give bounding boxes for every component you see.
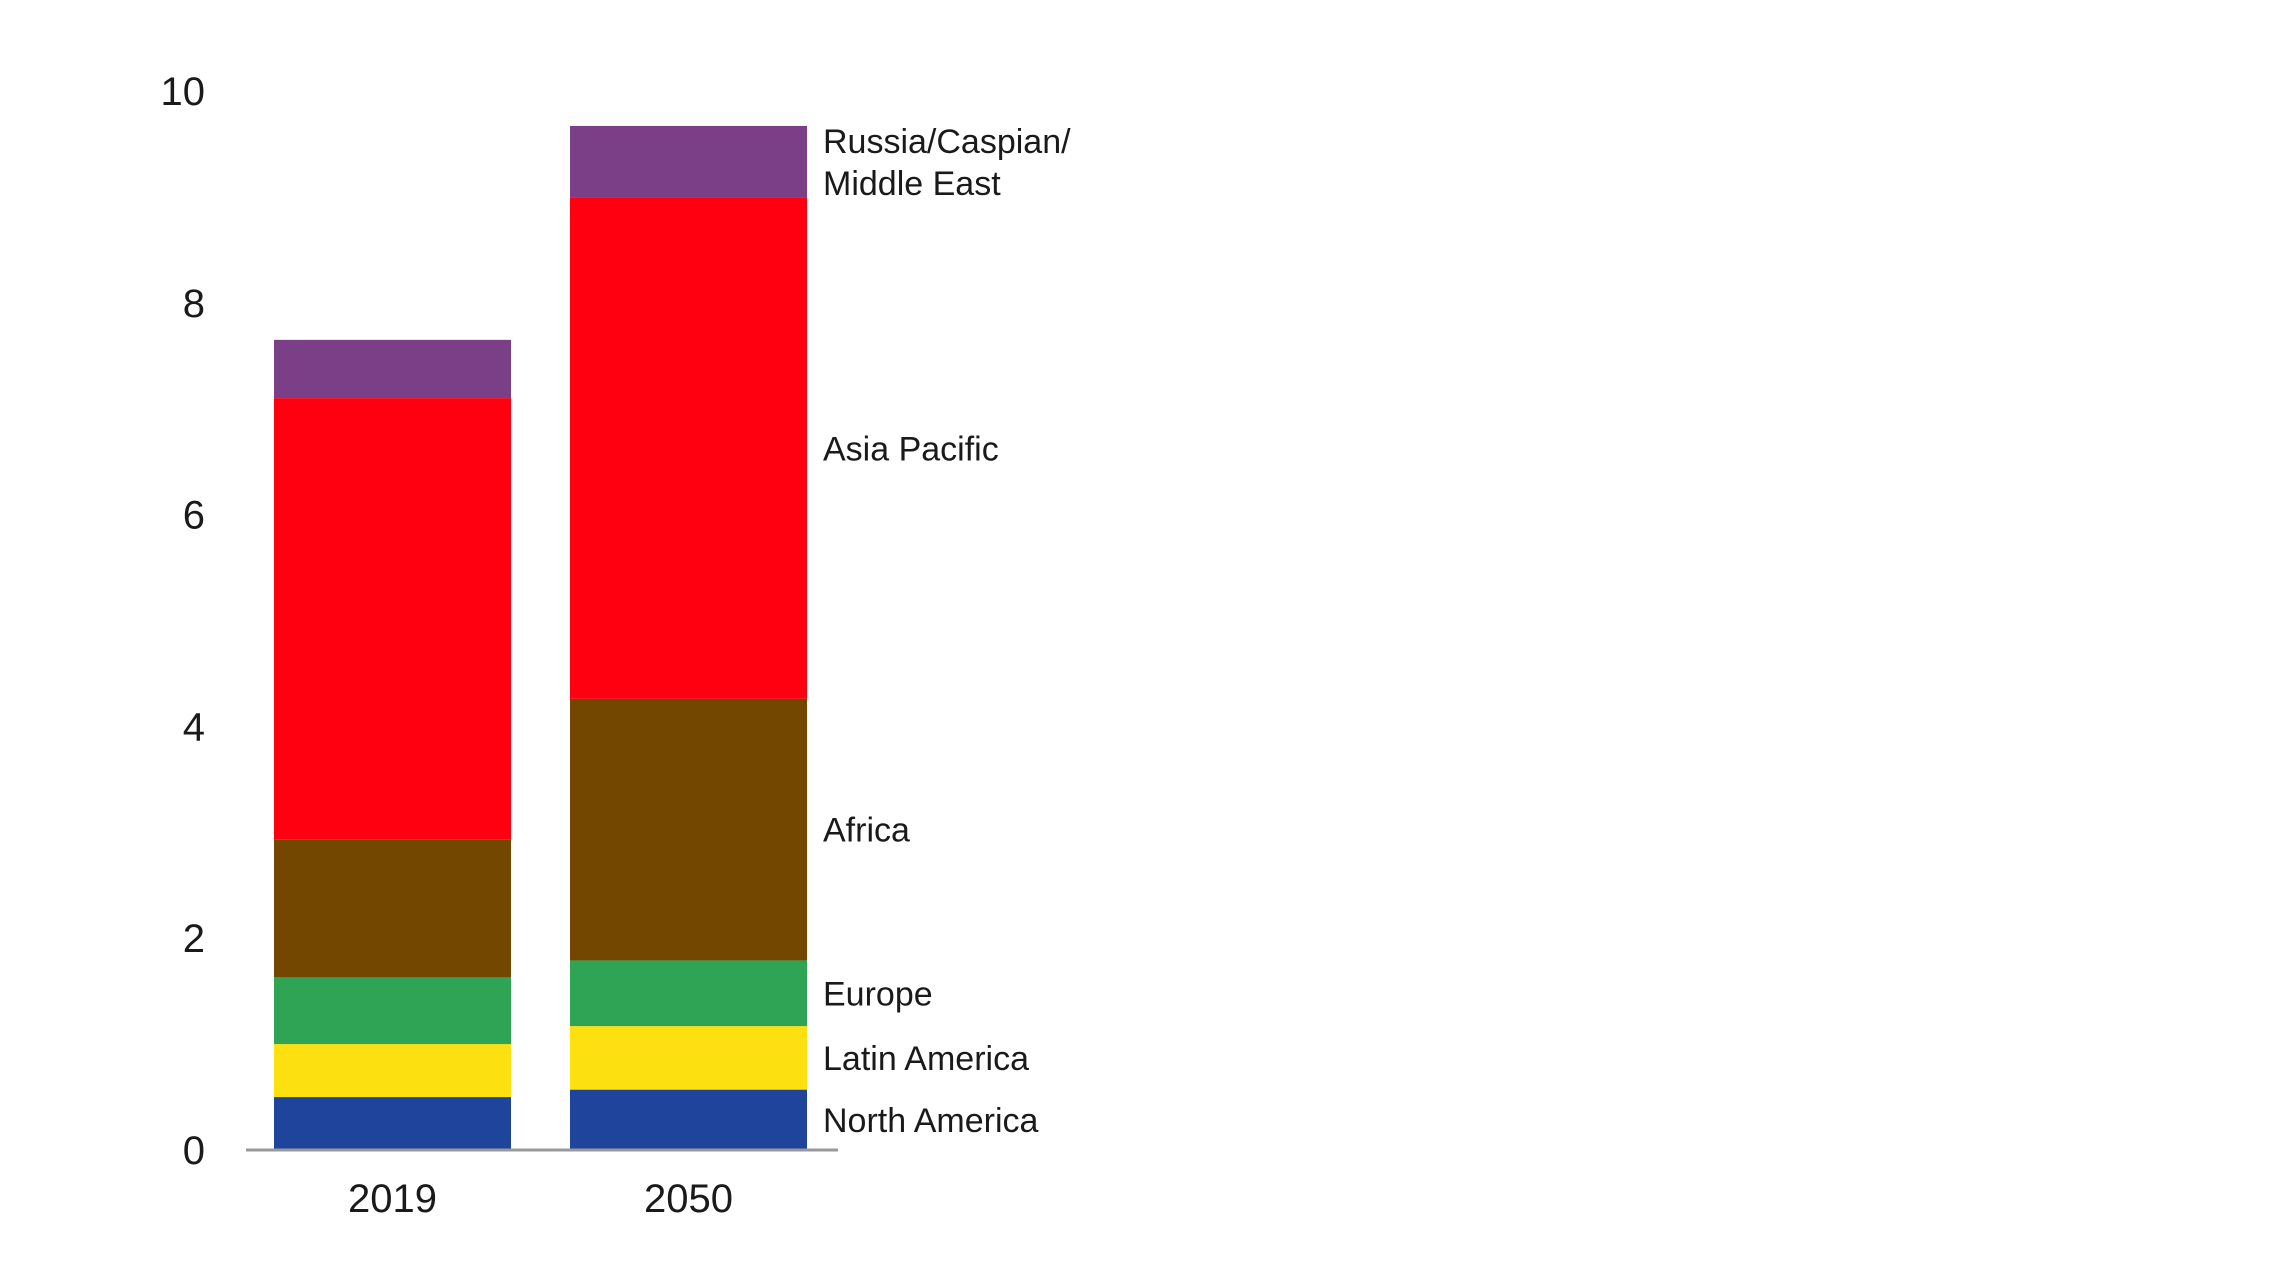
bars-layer <box>274 125 807 1150</box>
y-tick-label: 4 <box>183 705 205 749</box>
series-label-asia-pacific: Asia Pacific <box>823 430 999 468</box>
bar-segment-africa-2019 <box>274 839 511 978</box>
bar-segment-africa-2050 <box>570 698 807 961</box>
y-tick-label: 10 <box>161 70 206 114</box>
bar-segment-latin-america-2019 <box>274 1044 511 1098</box>
y-axis-tick-labels: 0 2 4 6 8 10 <box>161 70 206 1173</box>
bar-segment-europe-2019 <box>274 977 511 1045</box>
bar-segment-europe-2050 <box>570 960 807 1027</box>
bar-segment-asia-pacific-2050 <box>570 197 807 699</box>
bar-segment-north-america-2050 <box>570 1089 807 1150</box>
series-labels: North America Latin America Europe Africa As… <box>823 123 1071 1140</box>
bar-segment-latin-america-2050 <box>570 1026 807 1090</box>
series-label-europe: Europe <box>823 975 933 1013</box>
series-label-africa: Africa <box>823 812 910 850</box>
x-axis-category-labels: 2019 2050 <box>348 1177 733 1221</box>
bar-segment-north-america-2019 <box>274 1097 511 1150</box>
series-label-latin-america: Latin America <box>823 1040 1029 1078</box>
y-tick-label: 6 <box>183 494 205 538</box>
x-category-label-2019: 2019 <box>348 1177 437 1221</box>
bar-segment-asia-pacific-2019 <box>274 398 511 840</box>
bar-segment-russia-caspian-middle-east-2019 <box>274 339 511 399</box>
bar-segment-russia-caspian-middle-east-2050 <box>570 125 807 198</box>
x-category-label-2050: 2050 <box>644 1177 733 1221</box>
series-label-russia-caspian-middle-east: Russia/Caspian/Middle East <box>823 123 1071 203</box>
y-tick-label: 8 <box>183 282 205 326</box>
series-label-north-america: North America <box>823 1102 1038 1140</box>
y-tick-label: 2 <box>183 917 205 961</box>
y-tick-label: 0 <box>183 1129 205 1173</box>
